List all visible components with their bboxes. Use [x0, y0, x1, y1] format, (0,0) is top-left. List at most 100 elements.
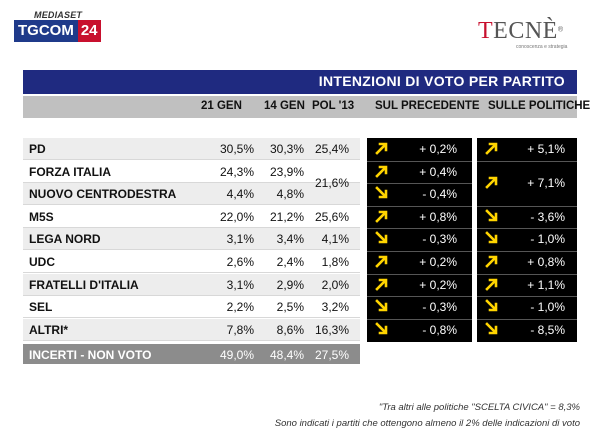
change-value: - 3,6% [530, 209, 565, 224]
value-21gen: 7,8% [226, 322, 254, 337]
value-pol13: 25,6% [314, 209, 349, 224]
party-name: FORZA ITALIA [29, 164, 111, 179]
change-sul-precedente: - 0,8% [367, 319, 472, 340]
arrow-down-icon [375, 321, 388, 335]
party-name: LEGA NORD [29, 232, 101, 247]
change-sul-precedente: + 0,8% [367, 206, 472, 227]
change-sulle-politiche: + 0,8% [477, 251, 577, 272]
col-header-pol13: POL '13 [312, 100, 355, 112]
change-sulle-politiche: - 1,0% [477, 296, 577, 317]
panel-separator [367, 318, 472, 320]
value-pol13: 2,0% [321, 277, 349, 292]
table-row: UDC 2,6% 2,4% 1,8% [23, 251, 360, 273]
table-row: NUOVO CENTRODESTRA 4,4% 4,8% [23, 183, 360, 206]
value-14gen: 23,9% [269, 164, 304, 179]
change-value: - 0,8% [422, 322, 457, 337]
change-sulle-politiche-merged: + 7,1% [477, 172, 577, 193]
value-21gen: 3,1% [226, 277, 254, 292]
panel-separator [477, 205, 577, 207]
value-pol13: 4,1% [321, 232, 349, 247]
col-header-21gen: 21 GEN [201, 100, 242, 112]
change-value: + 7,1% [527, 175, 565, 190]
panel-separator [477, 296, 577, 298]
tecne-reg: ® [557, 26, 564, 34]
incerti-14gen: 48,4% [269, 348, 304, 362]
value-21gen: 3,1% [226, 232, 254, 247]
table-row: ALTRI* 7,8% 8,6% 16,3% [23, 318, 360, 341]
value-14gen: 21,2% [269, 209, 304, 224]
value-14gen: 30,3% [269, 142, 304, 156]
panel-separator [477, 160, 577, 162]
value-21gen: 4,4% [226, 187, 254, 202]
table-row: FORZA ITALIA 24,3% 23,9% [23, 161, 360, 183]
change-value: + 1,1% [527, 277, 565, 292]
panel-separator [367, 160, 472, 162]
col-header-sul-precedente: SUL PRECEDENTE [375, 100, 480, 112]
arrow-down-icon [485, 231, 498, 244]
party-name: ALTRI* [29, 322, 69, 337]
change-sul-precedente: + 0,2% [367, 138, 472, 159]
value-21gen: 24,3% [219, 164, 254, 179]
change-value: - 0,3% [422, 232, 457, 247]
arrow-up-icon [485, 278, 498, 291]
arrow-up-icon [485, 176, 498, 189]
value-pol13: 16,3% [314, 322, 349, 337]
change-sul-precedente: + 0,2% [367, 251, 472, 272]
panel-separator [367, 183, 472, 185]
party-name: PD [29, 142, 46, 156]
value-14gen: 8,6% [276, 322, 304, 337]
value-pol13: 1,8% [321, 255, 349, 269]
tecne-logo: TECNÈ® conoscenza e strategia [478, 18, 567, 50]
change-sul-precedente: + 0,2% [367, 274, 472, 295]
arrow-down-icon [375, 299, 388, 312]
change-value: - 0,3% [422, 300, 457, 315]
change-value: - 1,0% [530, 232, 565, 247]
party-name: UDC [29, 255, 55, 269]
incerti-pol13: 27,5% [314, 348, 349, 362]
incerti-label: INCERTI - NON VOTO [29, 348, 152, 362]
change-value: + 0,2% [419, 142, 457, 156]
value-14gen: 3,4% [276, 232, 304, 247]
panel-separator [477, 228, 577, 230]
change-sul-precedente: - 0,3% [367, 296, 472, 317]
change-value: + 0,2% [419, 255, 457, 269]
value-14gen: 2,4% [276, 255, 304, 269]
panel-separator [367, 296, 472, 298]
title-banner: INTENZIONI DI VOTO PER PARTITO [23, 70, 577, 94]
arrow-down-icon [375, 186, 388, 199]
footnote-threshold: Sono indicati i partiti che ottengono al… [274, 418, 580, 429]
change-sulle-politiche: - 8,5% [477, 319, 577, 340]
tecne-first-letter: T [478, 18, 494, 44]
panel-separator [367, 251, 472, 252]
panel-separator [477, 318, 577, 320]
change-sulle-politiche: + 5,1% [477, 138, 577, 159]
arrow-up-icon [375, 165, 388, 178]
change-value: + 0,8% [419, 209, 457, 224]
party-name: NUOVO CENTRODESTRA [29, 187, 177, 202]
column-header-bar: 21 GEN 14 GEN POL '13 SUL PRECEDENTE SUL… [23, 96, 590, 118]
tgcom-number: 24 [77, 20, 101, 42]
value-pol13-merged: 21,6% [314, 175, 349, 190]
party-name: SEL [29, 300, 53, 315]
tecne-rest: ECNÈ [493, 18, 558, 44]
value-pol13: 3,2% [321, 300, 349, 315]
value-14gen: 2,5% [276, 300, 304, 315]
tgcom24-logo: TGCOM 24 [14, 20, 101, 42]
change-value: + 0,2% [419, 277, 457, 292]
arrow-up-icon [375, 278, 388, 291]
value-21gen: 22,0% [219, 209, 254, 224]
table-row: FRATELLI D'ITALIA 3,1% 2,9% 2,0% [23, 273, 360, 296]
arrow-up-icon [375, 210, 388, 223]
change-sulle-politiche: - 1,0% [477, 228, 577, 249]
change-sul-precedente: + 0,4% [367, 161, 472, 182]
value-14gen: 4,8% [276, 187, 304, 202]
panel-separator [367, 228, 472, 230]
party-name: FRATELLI D'ITALIA [29, 277, 139, 292]
col-header-14gen: 14 GEN [264, 100, 305, 112]
table-row: SEL 2,2% 2,5% 3,2% [23, 296, 360, 319]
change-sulle-politiche: + 1,1% [477, 274, 577, 295]
arrow-up-icon [375, 142, 388, 155]
panel-separator [367, 205, 472, 207]
arrow-down-icon [485, 299, 498, 312]
table-row: M5S 22,0% 21,2% 25,6% [23, 206, 360, 228]
